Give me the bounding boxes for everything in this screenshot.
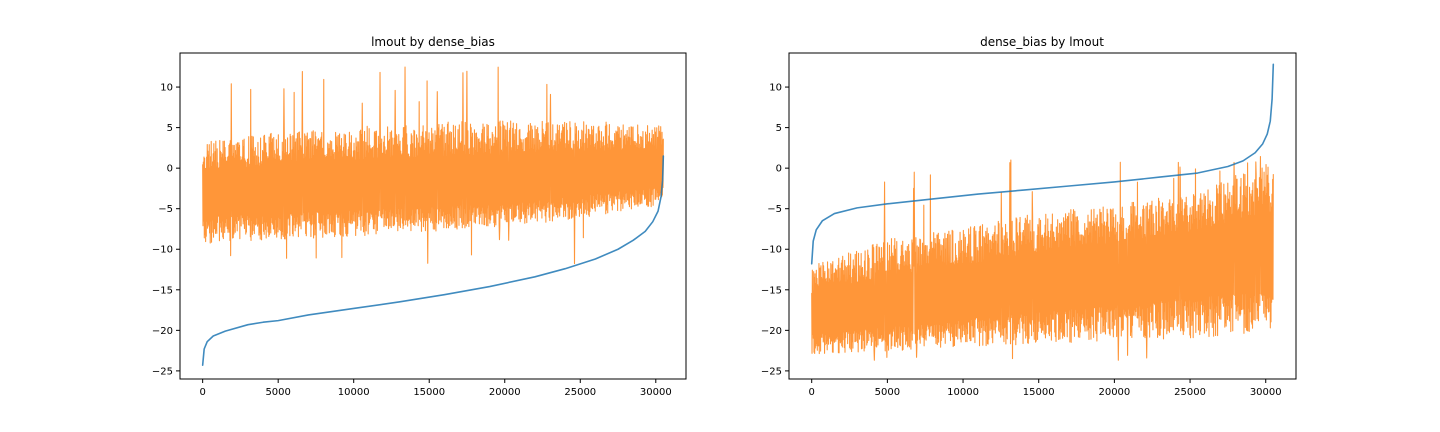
y-tick-label: 10: [160, 83, 173, 94]
x-tick-label: 5000: [265, 387, 290, 398]
x-tick-label: 20000: [489, 387, 521, 398]
x-tick-label: 0: [809, 387, 815, 398]
plot-frame: [788, 52, 1297, 380]
y-tick-label: −20: [152, 326, 173, 337]
y-tick-label: 10: [769, 83, 782, 94]
x-axis: 0 5000 10000 15000 20000 25000 30000: [199, 379, 672, 398]
y-tick-label: −25: [761, 366, 782, 377]
y-tick-label: 0: [167, 164, 173, 175]
y-tick-label: 5: [776, 123, 782, 134]
chart-title: lmout by dense_bias: [371, 35, 495, 49]
y-axis: −25 −20 −15 −10 −5 0 5 10: [761, 83, 789, 377]
y-axis: −25 −20 −15 −10 −5 0 5 10: [152, 83, 180, 377]
x-axis: 0 5000 10000 15000 20000 25000 30000: [809, 379, 1282, 398]
y-tick-label: 0: [776, 164, 782, 175]
x-tick-label: 15000: [413, 387, 445, 398]
series-line-blue: [201, 155, 665, 367]
x-tick-label: 25000: [1174, 387, 1206, 398]
x-tick-label: 5000: [875, 387, 900, 398]
y-tick-label: 5: [167, 123, 173, 134]
series-line-orange: [811, 155, 1274, 361]
y-tick-label: −15: [761, 285, 782, 296]
x-tick-label: 0: [199, 387, 205, 398]
x-tick-label: 25000: [564, 387, 596, 398]
x-tick-label: 20000: [1098, 387, 1130, 398]
series-line-blue: [810, 63, 1275, 265]
chart-lmout-by-dense-bias: lmout by dense_bias 0 5000 10000 15000 20000…: [152, 35, 687, 398]
series-layer: [201, 66, 665, 367]
chart-dense-bias-by-lmout: dense_bias by lmout 0 5000 10000 15000 20000…: [761, 35, 1297, 398]
y-tick-label: −10: [761, 245, 782, 256]
x-tick-label: 15000: [1023, 387, 1055, 398]
x-tick-label: 10000: [338, 387, 370, 398]
series-layer: [810, 63, 1275, 361]
y-tick-label: −25: [152, 366, 173, 377]
y-tick-label: −5: [767, 204, 782, 215]
x-tick-label: 10000: [947, 387, 979, 398]
y-tick-label: −5: [158, 204, 173, 215]
series-line-orange: [202, 66, 664, 265]
plot-frame: [179, 52, 687, 380]
y-tick-label: −15: [152, 285, 173, 296]
x-tick-label: 30000: [1250, 387, 1282, 398]
y-tick-label: −10: [152, 245, 173, 256]
chart-title: dense_bias by lmout: [980, 35, 1104, 49]
x-tick-label: 30000: [640, 387, 672, 398]
y-tick-label: −20: [761, 326, 782, 337]
